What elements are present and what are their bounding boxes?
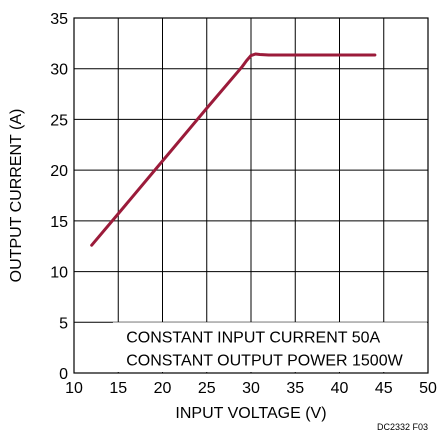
x-tick-label-10: 10	[65, 380, 83, 397]
series-layer	[90, 52, 377, 247]
figure-id-label: DC2332 F03	[377, 422, 428, 432]
y-tick-label-10: 10	[50, 265, 68, 282]
plot-frame	[73, 17, 429, 374]
x-axis-label: INPUT VOLTAGE (V)	[175, 405, 326, 422]
annotation-box	[112, 322, 427, 372]
series-line-0	[90, 52, 377, 247]
x-tick-label-25: 25	[198, 380, 216, 397]
x-axis-tick-labels: 10 15 20 25 30 35 40 45 50	[65, 380, 437, 397]
y-axis-label: OUTPUT CURRENT (A)	[8, 109, 25, 283]
x-tick-label-45: 45	[375, 380, 393, 397]
x-tick-label-40: 40	[331, 380, 349, 397]
y-tick-label-30: 30	[50, 62, 68, 79]
y-tick-label-35: 35	[50, 11, 68, 28]
y-tick-label-5: 5	[59, 315, 68, 332]
x-tick-label-35: 35	[286, 380, 304, 397]
x-tick-label-50: 50	[419, 380, 437, 397]
y-axis-tick-labels: 0 5 10 15 20 25 30 35	[50, 11, 68, 383]
y-tick-label-0: 0	[59, 366, 68, 383]
annotation-text-group: CONSTANT INPUT CURRENT 50A CONSTANT OUTP…	[126, 329, 403, 369]
y-tick-label-25: 25	[50, 112, 68, 129]
annotation-line-2: CONSTANT OUTPUT POWER 1500W	[126, 352, 403, 369]
x-tick-label-20: 20	[154, 380, 172, 397]
annotation-line-1: CONSTANT INPUT CURRENT 50A	[126, 329, 380, 346]
y-tick-label-15: 15	[50, 214, 68, 231]
x-tick-label-30: 30	[242, 380, 260, 397]
y-tick-label-20: 20	[50, 163, 68, 180]
x-tick-label-15: 15	[109, 380, 127, 397]
